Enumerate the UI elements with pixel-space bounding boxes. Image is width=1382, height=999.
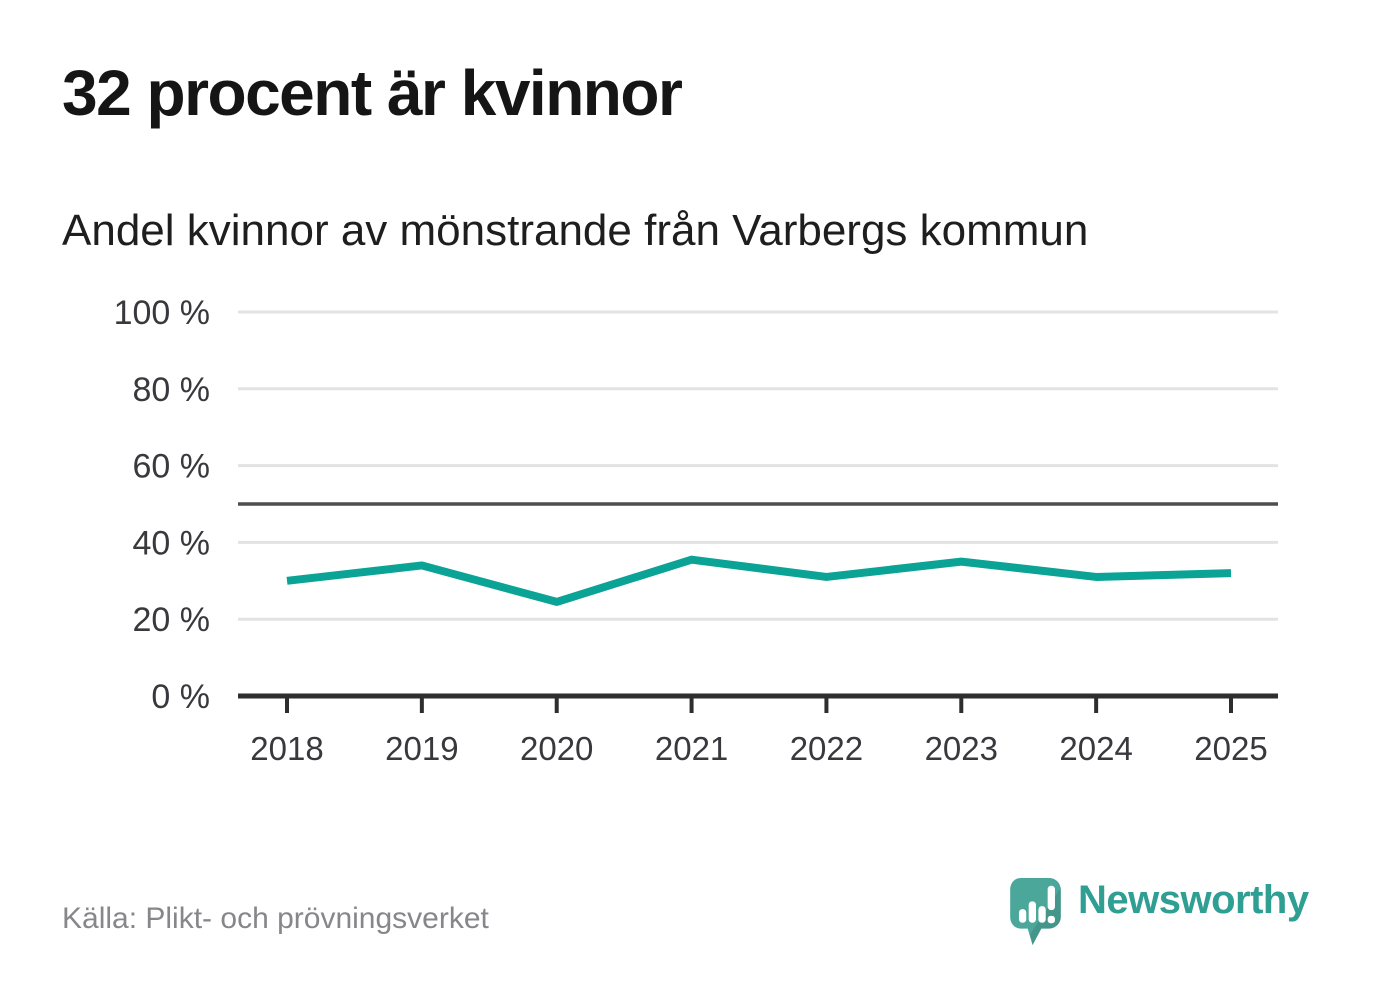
newsworthy-logo: Newsworthy [1008,876,1309,950]
x-axis-tick-label: 2024 [1059,730,1132,767]
x-axis-tick-label: 2023 [925,730,998,767]
x-axis-tick-label: 2025 [1194,730,1267,767]
newsworthy-logo-icon [1010,877,1061,946]
y-axis-tick-label: 20 % [133,601,211,639]
y-axis-tick-label: 0 % [151,678,210,716]
x-axis-tick-label: 2021 [655,730,728,767]
chart-subtitle: Andel kvinnor av mönstrande från Varberg… [62,206,1089,255]
newsworthy-logo-text: Newsworthy [1078,878,1309,922]
x-axis-tick-label: 2022 [790,730,863,767]
x-axis-tick-label: 2019 [385,730,458,767]
source-note: Källa: Plikt- och prövningsverket [62,902,489,935]
chart-title: 32 procent är kvinnor [62,57,683,129]
data-line [286,555,1232,606]
y-axis-tick-label: 100 % [114,294,210,332]
y-axis-tick-label: 60 % [133,448,211,486]
y-axis-tick-label: 80 % [133,371,211,409]
x-axis-tick-label: 2020 [520,730,593,767]
y-axis-tick-label: 40 % [133,524,211,562]
x-axis-tick-label: 2018 [250,730,323,767]
